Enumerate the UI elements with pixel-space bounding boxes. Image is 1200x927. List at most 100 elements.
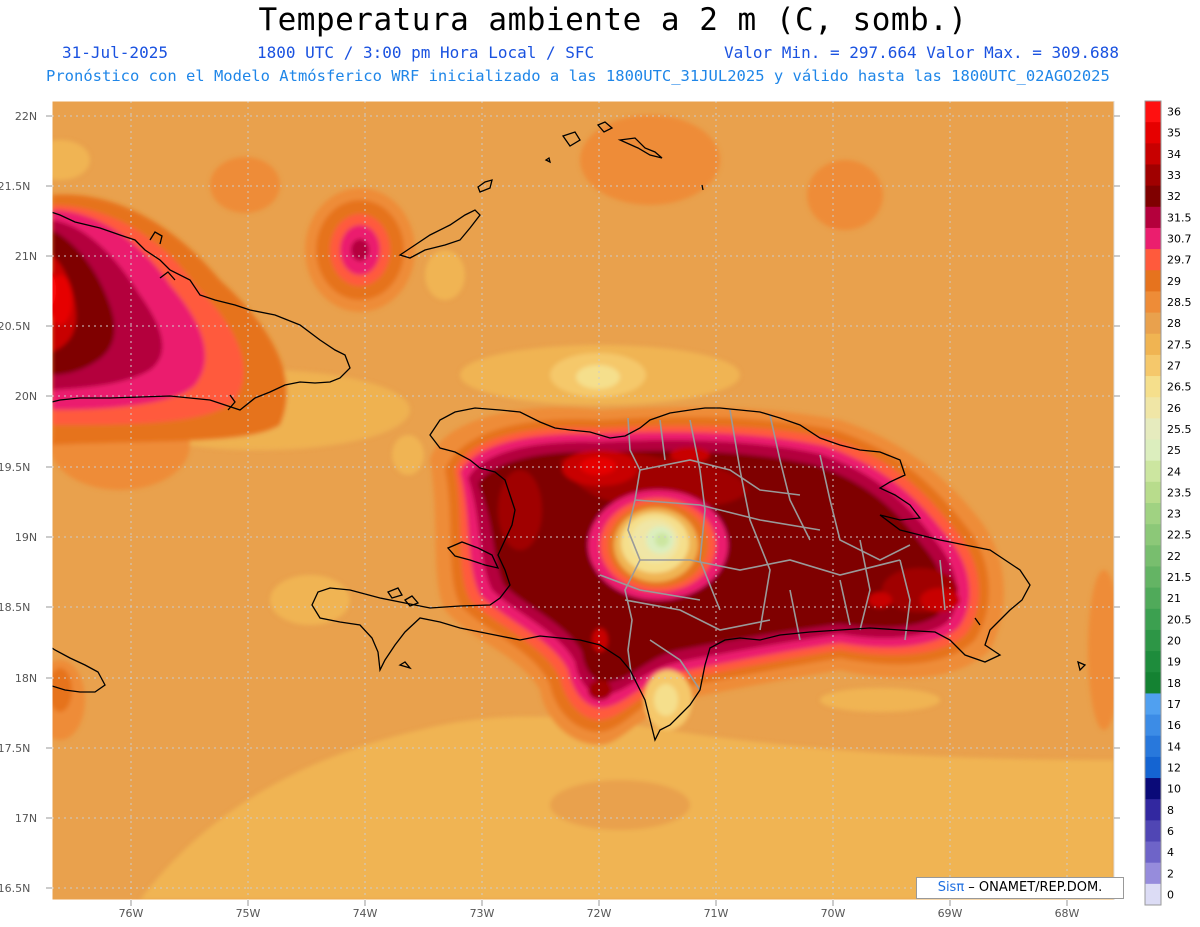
legend-swatch bbox=[1145, 481, 1161, 504]
legend-label: 25 bbox=[1167, 444, 1181, 457]
lat-label: 19N bbox=[15, 531, 37, 544]
province-borders bbox=[599, 409, 946, 691]
legend-label: 22 bbox=[1167, 550, 1181, 563]
legend-label: 29.7 bbox=[1167, 254, 1192, 267]
legend-swatch bbox=[1145, 608, 1161, 631]
lon-label: 70W bbox=[821, 907, 846, 920]
credit-box: Sisπ – ONAMET/REP.DOM. bbox=[916, 877, 1124, 899]
legend-label: 6 bbox=[1167, 825, 1174, 838]
legend-label: 12 bbox=[1167, 761, 1181, 774]
lon-label: 69W bbox=[938, 907, 963, 920]
legend-swatch bbox=[1145, 164, 1161, 187]
legend-swatch bbox=[1145, 227, 1161, 250]
legend-swatch bbox=[1145, 587, 1161, 610]
lat-label: 16.5N bbox=[0, 882, 30, 895]
legend-border bbox=[1144, 100, 1162, 906]
lat-label: 18.5N bbox=[0, 601, 30, 614]
legend-swatch bbox=[1145, 418, 1161, 441]
lon-label: 73W bbox=[470, 907, 495, 920]
lat-label: 17.5N bbox=[0, 742, 30, 755]
legend-label: 30.7 bbox=[1167, 233, 1192, 246]
legend-swatch bbox=[1145, 693, 1161, 716]
legend-swatch bbox=[1145, 333, 1161, 356]
legend-swatch bbox=[1145, 143, 1161, 165]
legend-label: 34 bbox=[1167, 148, 1181, 161]
lon-label: 72W bbox=[587, 907, 612, 920]
legend-label: 33 bbox=[1167, 169, 1181, 182]
map-title: Temperatura ambiente a 2 m (C, somb.) bbox=[258, 2, 968, 38]
forecast-model-info: Pronóstico con el Modelo Atmósferico WRF… bbox=[46, 67, 1110, 85]
legend-swatch bbox=[1145, 354, 1161, 377]
legend-label: 29 bbox=[1167, 275, 1181, 288]
legend-label: 28.5 bbox=[1167, 296, 1192, 309]
legend-swatch bbox=[1145, 291, 1161, 314]
legend-swatch bbox=[1145, 376, 1161, 398]
min-max-values: Valor Min. = 297.664 Valor Max. = 309.68… bbox=[724, 43, 1119, 62]
legend-swatch bbox=[1145, 101, 1161, 123]
legend-label: 19 bbox=[1167, 656, 1181, 669]
lat-label: 22N bbox=[15, 110, 37, 123]
legend-swatch bbox=[1145, 799, 1161, 821]
legend-label: 4 bbox=[1167, 846, 1174, 859]
longitude-axis: 76W 75W 74W 73W 72W 71W 70W 69W 68W bbox=[119, 900, 1080, 920]
legend-swatch bbox=[1145, 270, 1161, 292]
credit-brand: Sisπ bbox=[937, 880, 965, 895]
legend-label: 23.5 bbox=[1167, 486, 1192, 499]
legend-swatch bbox=[1145, 883, 1161, 906]
legend-label: 20 bbox=[1167, 635, 1181, 648]
lon-label: 74W bbox=[353, 907, 378, 920]
legend-swatch bbox=[1145, 185, 1161, 208]
legend-label: 27 bbox=[1167, 359, 1181, 372]
legend-swatch bbox=[1145, 756, 1161, 779]
lat-label: 18N bbox=[15, 672, 37, 685]
lat-label: 17N bbox=[15, 812, 37, 825]
legend-label: 21.5 bbox=[1167, 571, 1192, 584]
legend-label: 25.5 bbox=[1167, 423, 1192, 436]
forecast-time-info: 1800 UTC / 3:00 pm Hora Local / SFC bbox=[257, 43, 595, 62]
temperature-field bbox=[52, 101, 1114, 900]
forecast-date: 31-Jul-2025 bbox=[62, 43, 168, 62]
legend-swatch bbox=[1145, 545, 1161, 567]
coastlines bbox=[52, 121, 1087, 742]
legend-swatch bbox=[1145, 862, 1161, 885]
legend-swatch bbox=[1145, 629, 1161, 652]
legend-label: 17 bbox=[1167, 698, 1181, 711]
legend-swatch bbox=[1145, 672, 1161, 694]
legend-swatch bbox=[1145, 714, 1161, 737]
legend-swatch bbox=[1145, 439, 1161, 462]
legend-swatch bbox=[1145, 820, 1161, 843]
latitude-axis: 22N 21.5N 21N 20.5N 20N 19.5N 19N 18.5N … bbox=[0, 110, 1120, 895]
legend-swatch bbox=[1145, 312, 1161, 335]
legend-label: 27.5 bbox=[1167, 338, 1192, 351]
legend-label: 10 bbox=[1167, 783, 1181, 796]
legend-swatch bbox=[1145, 503, 1161, 525]
legend-label: 0 bbox=[1167, 888, 1174, 901]
lon-label: 71W bbox=[704, 907, 729, 920]
legend-swatch bbox=[1145, 460, 1161, 483]
legend-label: 35 bbox=[1167, 127, 1181, 140]
lon-label: 75W bbox=[236, 907, 261, 920]
legend-label: 2 bbox=[1167, 867, 1174, 880]
legend-label: 26.5 bbox=[1167, 381, 1192, 394]
legend-swatch bbox=[1145, 206, 1161, 229]
legend-label: 28 bbox=[1167, 317, 1181, 330]
legend-swatch bbox=[1145, 566, 1161, 589]
legend-label: 18 bbox=[1167, 677, 1181, 690]
legend-label: 14 bbox=[1167, 740, 1181, 753]
lon-label: 76W bbox=[119, 907, 144, 920]
legend-label: 31.5 bbox=[1167, 211, 1192, 224]
lat-label: 20.5N bbox=[0, 320, 30, 333]
legend-label: 8 bbox=[1167, 804, 1174, 817]
lat-label: 20N bbox=[15, 390, 37, 403]
legend-label: 20.5 bbox=[1167, 613, 1192, 626]
legend-swatch bbox=[1145, 778, 1161, 800]
color-legend: 363534333231.530.729.72928.52827.52726.5… bbox=[1144, 100, 1192, 906]
legend-swatch bbox=[1145, 651, 1161, 673]
map-grid bbox=[52, 101, 1114, 900]
credit-org: – ONAMET/REP.DOM. bbox=[964, 880, 1103, 895]
legend-label: 32 bbox=[1167, 190, 1181, 203]
lat-label: 21N bbox=[15, 250, 37, 263]
legend-swatch bbox=[1145, 249, 1161, 271]
legend-label: 23 bbox=[1167, 508, 1181, 521]
